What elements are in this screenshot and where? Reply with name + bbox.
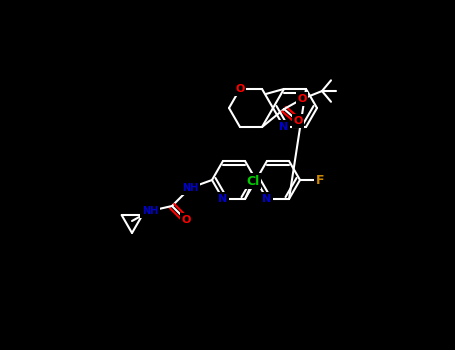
Text: O: O [235,84,245,94]
Text: Cl: Cl [246,175,260,188]
Text: N: N [279,122,288,132]
Text: N: N [263,194,272,204]
Text: NH: NH [182,183,198,193]
Text: NH: NH [142,206,158,216]
Text: F: F [316,174,324,187]
Text: O: O [293,116,303,126]
Text: O: O [181,215,191,225]
Text: O: O [297,94,307,104]
Text: N: N [218,194,228,204]
